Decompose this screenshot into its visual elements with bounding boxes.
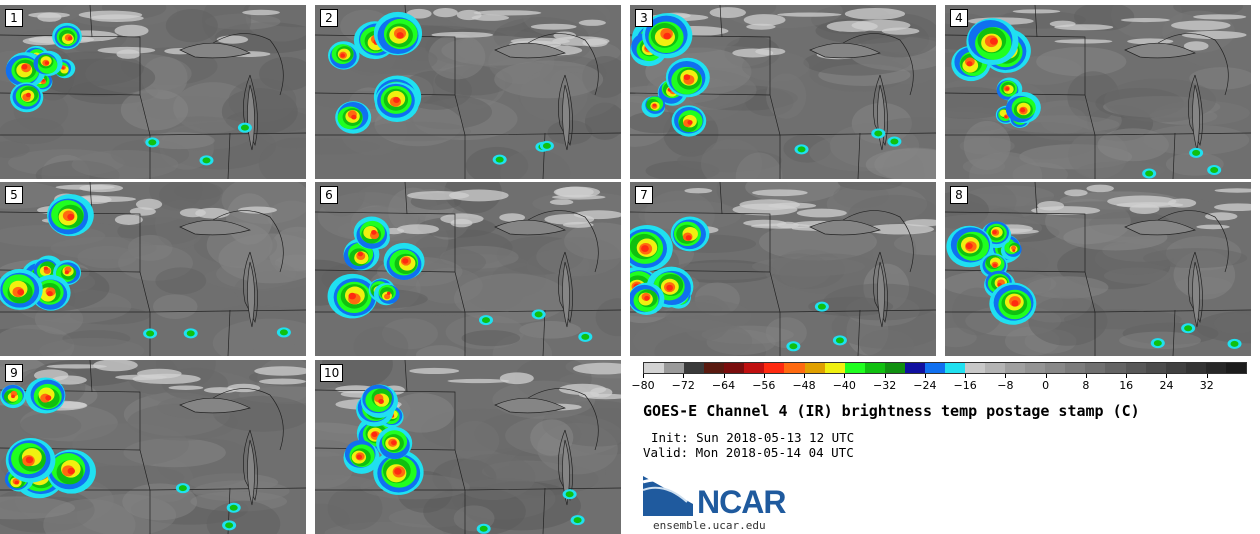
colorbar-tick-mark: [763, 374, 765, 378]
colorbar-tick-mark: [884, 374, 886, 378]
colorbar-tick-label: −8: [997, 379, 1014, 392]
colorbar-segment: [1025, 363, 1046, 373]
colorbar-segment: [924, 363, 945, 373]
member-number-label: 10: [320, 364, 344, 382]
colorbar-segment: [1065, 363, 1086, 373]
colorbar-segment: [904, 363, 925, 373]
satellite-map: [630, 182, 936, 356]
satellite-map: [0, 360, 306, 534]
colorbar-tick-label: 24: [1159, 379, 1174, 392]
ensemble-member-panel: 2: [315, 5, 621, 179]
colorbar-segment: [844, 363, 865, 373]
colorbar-tick-label: 8: [1082, 379, 1090, 392]
colorbar-tick-mark: [723, 374, 725, 378]
colorbar-tick-mark: [804, 374, 806, 378]
colorbar-segment: [965, 363, 986, 373]
colorbar-segment: [824, 363, 845, 373]
satellite-map: [945, 5, 1251, 179]
colorbar-tick-mark: [924, 374, 926, 378]
member-number-label: 6: [320, 186, 338, 204]
colorbar-segment: [1125, 363, 1146, 373]
colorbar-segment: [1165, 363, 1186, 373]
colorbar-segment: [1105, 363, 1126, 373]
colorbar-tick-label: −16: [953, 379, 977, 392]
ensemble-member-panel: 7: [630, 182, 936, 356]
satellite-map: [315, 182, 621, 356]
colorbar-segment: [1045, 363, 1066, 373]
colorbar-segment: [764, 363, 785, 373]
ensemble-member-panel: 1: [0, 5, 306, 179]
colorbar-tick-mark: [844, 374, 846, 378]
member-number-label: 9: [5, 364, 23, 382]
colorbar-segment: [744, 363, 765, 373]
colorbar-tick-mark: [1045, 374, 1047, 378]
member-number-label: 3: [635, 9, 653, 27]
colorbar-ticks: −80 −72 −64 −56 −48 −40 −32 −24 −16 −8 0 8 16 24 32: [631, 379, 1247, 395]
member-number-label: 5: [5, 186, 23, 204]
colorbar-segment: [985, 363, 1006, 373]
colorbar-tick-label: 16: [1119, 379, 1134, 392]
colorbar-segment: [1205, 363, 1226, 373]
ensemble-member-panel: 8: [945, 182, 1251, 356]
colorbar-tick-label: −24: [913, 379, 937, 392]
satellite-map: [630, 5, 936, 179]
valid-time: Valid: Mon 2018-05-14 04 UTC: [643, 445, 854, 460]
colorbar-tick-label: −32: [872, 379, 897, 392]
colorbar-tick-label: −56: [752, 379, 776, 392]
colorbar: [643, 362, 1247, 374]
colorbar-segment: [884, 363, 905, 373]
member-number-label: 8: [950, 186, 968, 204]
colorbar-segment: [784, 363, 805, 373]
colorbar-tick-label: −40: [832, 379, 856, 392]
ensemble-member-panel: 6: [315, 182, 621, 356]
colorbar-tick-mark: [1166, 374, 1168, 378]
member-number-label: 7: [635, 186, 653, 204]
colorbar-tick-mark: [1206, 374, 1208, 378]
colorbar-segment: [944, 363, 965, 373]
colorbar-segment: [804, 363, 825, 373]
colorbar-tick-mark: [1085, 374, 1087, 378]
ensemble-member-panel: 9: [0, 360, 306, 534]
ncar-logo-text: NCAR: [697, 484, 786, 520]
satellite-map: [945, 182, 1251, 356]
colorbar-tick-label: −80: [631, 379, 655, 392]
colorbar-tick-mark: [1126, 374, 1128, 378]
website-url[interactable]: ensemble.ucar.edu: [653, 519, 766, 532]
colorbar-tick-mark: [1005, 374, 1007, 378]
member-number-label: 4: [950, 9, 968, 27]
colorbar-tick-label: −64: [711, 379, 736, 392]
ensemble-member-panel: 4: [945, 5, 1251, 179]
ncar-logo-icon: [643, 476, 693, 516]
ensemble-member-panel: 10: [315, 360, 621, 534]
colorbar-tick-mark: [965, 374, 967, 378]
colorbar-tick-label: −72: [671, 379, 695, 392]
figure-title: GOES-E Channel 4 (IR) brightness temp po…: [643, 402, 1140, 420]
colorbar-segment: [704, 363, 725, 373]
colorbar-segment: [1005, 363, 1026, 373]
init-time: Init: Sun 2018-05-13 12 UTC: [651, 430, 855, 445]
colorbar-segment: [684, 363, 705, 373]
colorbar-segment: [1185, 363, 1206, 373]
satellite-map: [315, 360, 621, 534]
colorbar-segment: [1225, 363, 1246, 373]
member-number-label: 2: [320, 9, 338, 27]
colorbar-segment: [644, 363, 665, 373]
colorbar-segment: [724, 363, 745, 373]
colorbar-tick-label: −48: [792, 379, 816, 392]
colorbar-tick-mark: [683, 374, 685, 378]
colorbar-segment: [664, 363, 685, 373]
colorbar-tick-label: 0: [1042, 379, 1050, 392]
colorbar-segment: [864, 363, 885, 373]
colorbar-segment: [1145, 363, 1166, 373]
colorbar-tick-mark: [643, 374, 644, 378]
ensemble-member-panel: 3: [630, 5, 936, 179]
satellite-map: [0, 5, 306, 179]
member-number-label: 1: [5, 9, 23, 27]
colorbar-tick-label: 32: [1199, 379, 1214, 392]
colorbar-segment: [1085, 363, 1106, 373]
satellite-map: [315, 5, 621, 179]
satellite-map: [0, 182, 306, 356]
ensemble-member-panel: 5: [0, 182, 306, 356]
